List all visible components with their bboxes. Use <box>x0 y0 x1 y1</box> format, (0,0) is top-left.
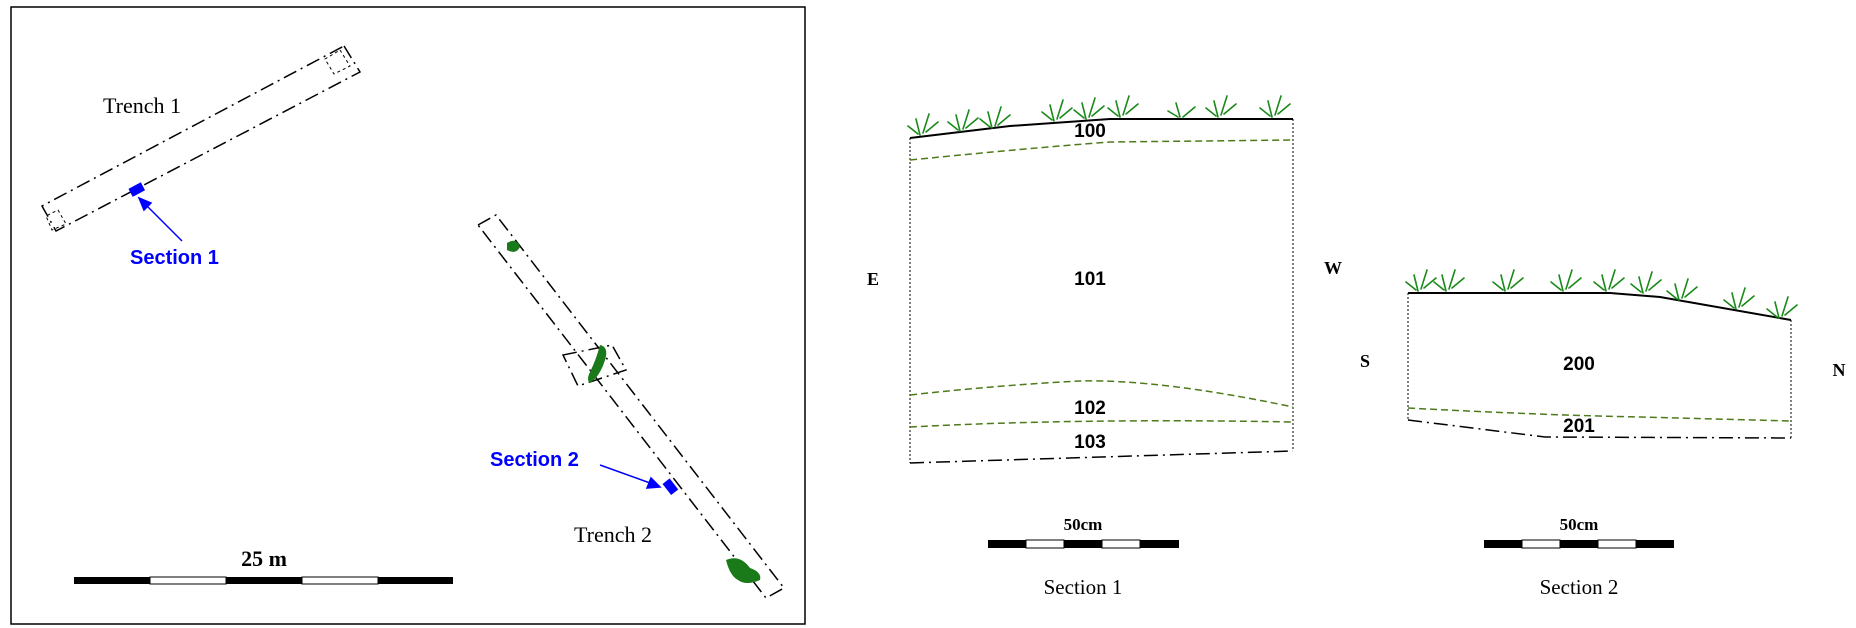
section-1-layer-100: 100 <box>1074 121 1106 142</box>
trench-2-extension-box <box>561 344 628 387</box>
feature-small-north <box>507 240 520 252</box>
section-2-left-direction: S <box>1360 351 1370 371</box>
section-2-layer-200: 200 <box>1563 354 1595 375</box>
trench-2-outline <box>476 214 786 599</box>
section-1-left-direction: E <box>867 269 879 289</box>
section-1-boundary-101-102 <box>909 380 1294 408</box>
site-plan-panel: Trench 1 Section 1 Trench 2 Section 2 <box>10 6 806 625</box>
section-2-scale-bar <box>1484 539 1674 549</box>
section-1-drawing: 100 101 102 103 E W 50cm Section 1 <box>867 95 1342 599</box>
feature-middle <box>588 345 607 383</box>
section-2-pointer-arrow <box>599 464 662 489</box>
section-1-scale-label: 50cm <box>1064 515 1103 534</box>
section-1-boundary-102-103 <box>909 420 1294 428</box>
trench-1-label: Trench 1 <box>103 93 181 118</box>
plan-scale-bar <box>74 576 453 585</box>
section-1-boundary-100-101 <box>909 139 1294 161</box>
trench-1-outline <box>40 45 362 233</box>
plan-frame <box>10 6 806 625</box>
section-1-plan-label: Section 1 <box>130 247 219 269</box>
feature-south <box>726 558 761 583</box>
section-1-marker <box>128 182 146 197</box>
section-1-grass-icons <box>907 95 1291 136</box>
section-1-scale-bar <box>988 539 1179 549</box>
section-2-marker <box>662 478 679 495</box>
section-1-caption: Section 1 <box>1044 575 1123 599</box>
section-1-layer-101: 101 <box>1074 269 1106 290</box>
section-2-base-line <box>1407 419 1792 439</box>
section-2-scale-label: 50cm <box>1560 515 1599 534</box>
section-1-ground-surface <box>909 118 1293 139</box>
section-2-layer-201: 201 <box>1563 416 1595 437</box>
section-2-caption: Section 2 <box>1540 575 1619 599</box>
section-2-drawing: 200 201 S N 50cm Section 2 <box>1360 269 1846 599</box>
section-1-right-direction: W <box>1324 258 1342 278</box>
plan-scale-label: 25 m <box>241 546 287 571</box>
section-1-base-line <box>909 450 1294 464</box>
section-2-plan-label: Section 2 <box>490 449 579 471</box>
section-1-layer-103: 103 <box>1074 432 1106 453</box>
trench-2-label: Trench 2 <box>574 522 652 547</box>
trench-1-end-boxes <box>45 49 351 231</box>
section-2-grass-icons <box>1405 269 1798 319</box>
section-2-ground-surface <box>1408 292 1792 321</box>
section-1-pointer-arrow <box>137 196 183 242</box>
section-1-layer-102: 102 <box>1074 398 1106 419</box>
section-2-boundary-200-201 <box>1407 407 1792 422</box>
section-2-right-direction: N <box>1833 360 1846 380</box>
